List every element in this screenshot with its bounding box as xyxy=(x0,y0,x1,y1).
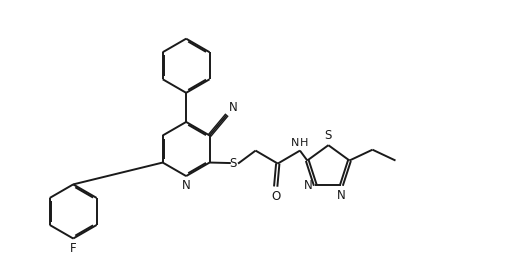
Text: S: S xyxy=(325,129,332,141)
Text: O: O xyxy=(271,190,280,203)
Text: N: N xyxy=(304,179,312,192)
Text: S: S xyxy=(229,157,237,170)
Text: N: N xyxy=(337,189,346,202)
Text: N: N xyxy=(182,179,191,192)
Text: N: N xyxy=(228,101,237,114)
Text: H: H xyxy=(300,138,308,148)
Text: N: N xyxy=(291,138,299,148)
Text: F: F xyxy=(70,242,77,255)
